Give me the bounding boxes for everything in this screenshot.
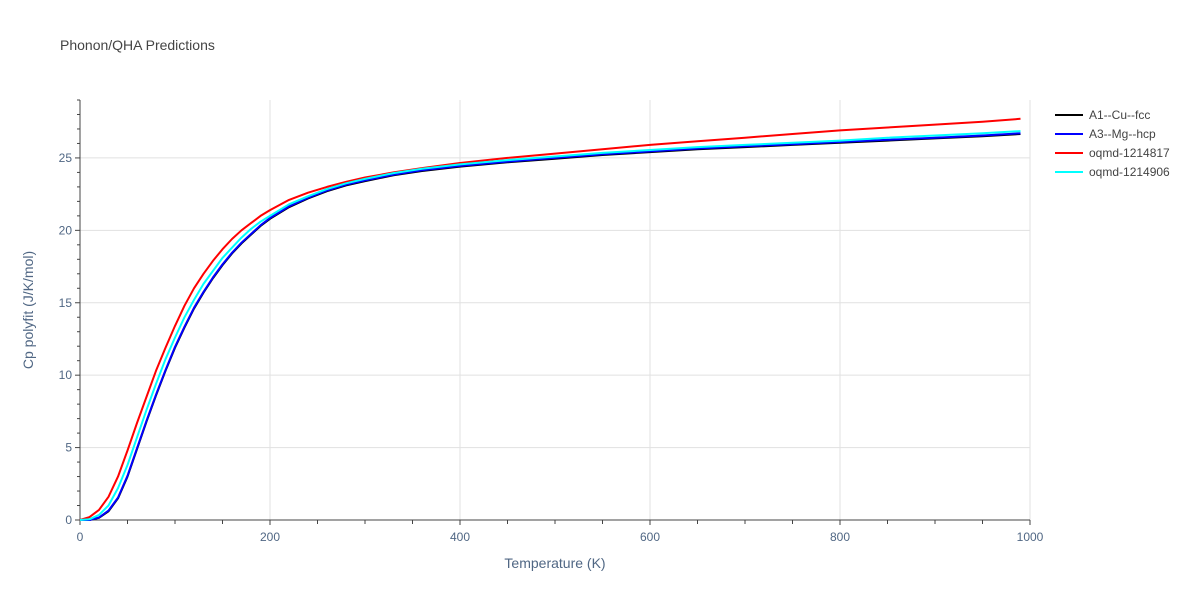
legend-label: A1--Cu--fcc <box>1089 108 1150 122</box>
y-tick-label: 15 <box>59 296 73 310</box>
axes: 0 200 400 600 800 1000 0 5 10 15 20 25 <box>59 99 1044 544</box>
y-tick-label: 5 <box>65 441 72 455</box>
x-tick-label: 1000 <box>1017 530 1044 544</box>
x-tick-label: 200 <box>260 530 280 544</box>
plot-lines <box>79 117 1021 521</box>
grid <box>80 100 1031 520</box>
y-axis-title: Cp polyfit (J/K/mol) <box>20 251 36 369</box>
legend-label: A3--Mg--hcp <box>1089 127 1156 141</box>
x-axis-title: Temperature (K) <box>504 555 605 571</box>
x-tick-label: 600 <box>640 530 660 544</box>
y-tick-label: 0 <box>65 513 72 527</box>
x-tick-label: 800 <box>830 530 850 544</box>
series-line <box>79 130 1021 521</box>
series-line <box>80 133 1021 521</box>
y-tick-label: 20 <box>59 223 73 237</box>
legend: A1--Cu--fcc A3--Mg--hcp oqmd-1214817 oqmd-1… <box>1055 108 1170 179</box>
series-line <box>80 132 1021 521</box>
legend-label: oqmd-1214817 <box>1089 146 1170 160</box>
series-line <box>79 117 1021 521</box>
chart-title: Phonon/QHA Predictions <box>60 37 215 53</box>
y-tick-label: 25 <box>59 151 73 165</box>
y-tick-label: 10 <box>59 368 73 382</box>
x-tick-label: 400 <box>450 530 470 544</box>
legend-label: oqmd-1214906 <box>1089 165 1170 179</box>
x-tick-label: 0 <box>77 530 84 544</box>
